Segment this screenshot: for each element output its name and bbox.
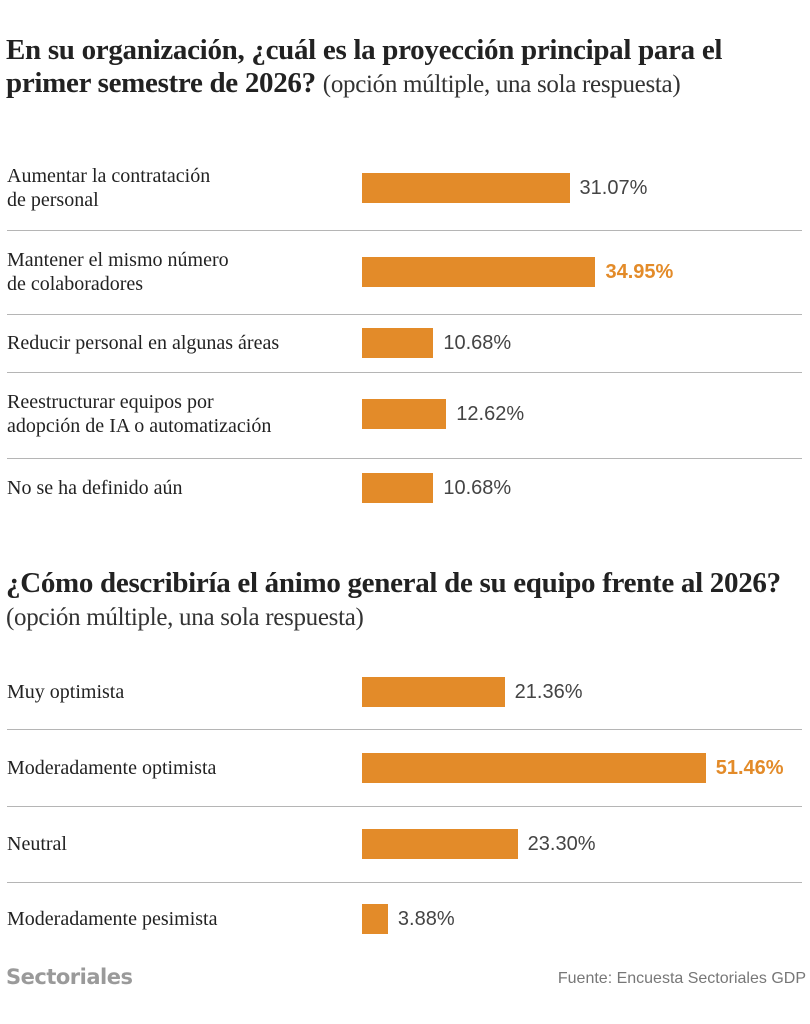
chart-1-title: En su organización, ¿cuál es la proyecci… bbox=[6, 34, 806, 101]
chart-2-title: ¿Cómo describiría el ánimo general de su… bbox=[6, 567, 806, 634]
chart-1-title-main: En su organización, ¿cuál es la proyecci… bbox=[6, 34, 723, 99]
bar bbox=[362, 173, 570, 203]
value-label: 31.07% bbox=[579, 177, 648, 199]
category-label-line: Neutral bbox=[7, 833, 67, 855]
bar bbox=[362, 473, 434, 503]
category-label: No se ha definido aún bbox=[7, 476, 183, 500]
category-label-line: Aumentar la contratación bbox=[7, 165, 211, 187]
row-divider bbox=[7, 458, 802, 459]
chart-2-subtitle: (opción múltiple, una sola respuesta) bbox=[6, 604, 364, 631]
bar bbox=[362, 399, 447, 429]
category-label-line: de colaboradores bbox=[7, 273, 144, 295]
category-label: Moderadamente optimista bbox=[7, 756, 216, 780]
row-divider bbox=[7, 372, 802, 373]
category-label: Aumentar la contratación de personal bbox=[7, 164, 210, 212]
category-label-line: Reducir personal en algunas áreas bbox=[7, 332, 280, 354]
value-label: 34.95% bbox=[605, 261, 674, 283]
category-label-line: Moderadamente optimista bbox=[7, 757, 217, 779]
category-label-line: Mantener el mismo número bbox=[7, 249, 229, 271]
category-label: Moderadamente pesimista bbox=[7, 907, 218, 931]
source-note: Fuente: Encuesta Sectoriales GDP bbox=[557, 970, 806, 987]
value-label: 12.62% bbox=[456, 403, 525, 425]
row-divider bbox=[7, 230, 802, 231]
category-label-line: Moderadamente pesimista bbox=[7, 908, 218, 930]
row-divider bbox=[7, 729, 802, 730]
value-label: 10.68% bbox=[443, 477, 512, 499]
bar bbox=[362, 829, 518, 859]
value-label: 23.30% bbox=[527, 833, 596, 855]
value-label: 21.36% bbox=[514, 681, 583, 703]
value-label: 3.88% bbox=[397, 908, 455, 930]
row-divider bbox=[7, 882, 802, 883]
category-label-line: Reestructurar equipos por bbox=[7, 391, 214, 413]
category-label: Muy optimista bbox=[7, 680, 124, 704]
row-divider bbox=[7, 314, 802, 315]
value-label: 10.68% bbox=[443, 332, 512, 354]
row-divider bbox=[7, 806, 802, 807]
category-label: Mantener el mismo número de colaboradores bbox=[7, 248, 229, 296]
category-label-line: No se ha definido aún bbox=[7, 477, 183, 499]
chart-1-subtitle: (opción múltiple, una sola respuesta) bbox=[322, 71, 681, 98]
chart-2-title-main: ¿Cómo describiría el ánimo general de su… bbox=[6, 567, 781, 599]
category-label-line: adopción de IA o automatización bbox=[7, 415, 272, 437]
category-label-line: Muy optimista bbox=[7, 681, 125, 703]
category-label: Reducir personal en algunas áreas bbox=[7, 331, 279, 355]
bar bbox=[362, 677, 505, 707]
bar bbox=[362, 257, 596, 287]
brand-logo: Sectoriales bbox=[6, 965, 133, 989]
category-label: Neutral bbox=[7, 832, 67, 856]
bar bbox=[362, 328, 434, 358]
category-label-line: de personal bbox=[7, 189, 99, 211]
bar bbox=[362, 904, 388, 934]
value-label: 51.46% bbox=[715, 757, 784, 779]
bar bbox=[362, 753, 706, 783]
category-label: Reestructurar equipos por adopción de IA … bbox=[7, 390, 271, 438]
